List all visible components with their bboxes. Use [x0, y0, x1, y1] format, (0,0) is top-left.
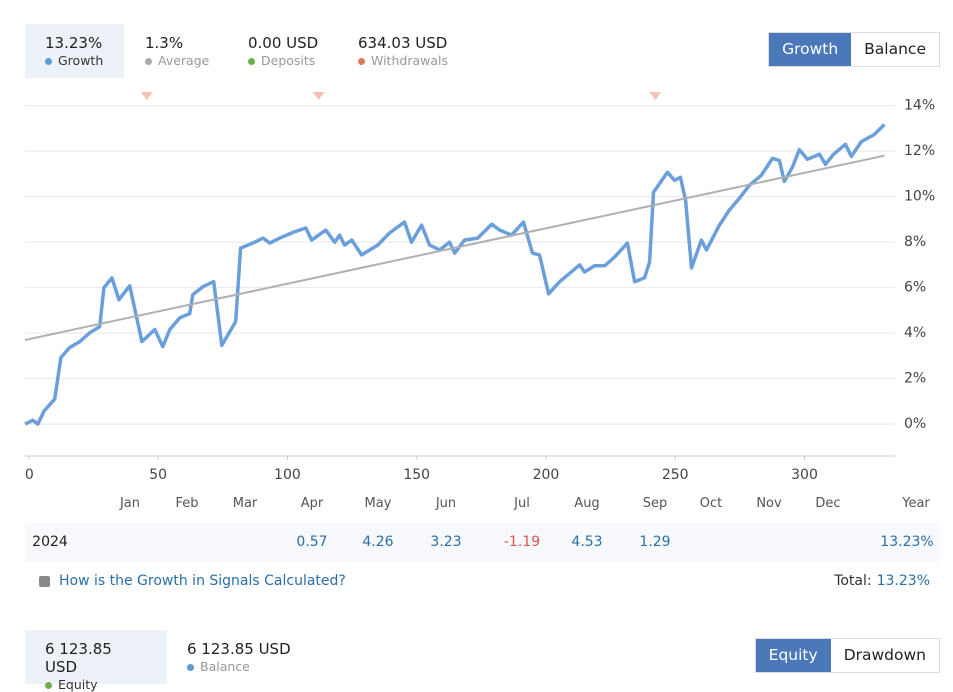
x-tick-label: 0	[25, 467, 34, 483]
legend-dot	[248, 58, 255, 65]
stat-value: 6 123.85 USD	[45, 640, 112, 676]
x-tick-label: 250	[662, 467, 689, 483]
legend-dot	[187, 664, 194, 671]
y-tick-label: 10%	[904, 189, 935, 205]
month-value: 13.23%	[880, 534, 934, 550]
help-link[interactable]: How is the Growth in Signals Calculated?	[59, 573, 346, 589]
stat: 6 123.85 USD Balance	[167, 630, 311, 684]
month-value: 3.23	[430, 534, 462, 550]
month-label: Mar	[232, 496, 258, 511]
stat-label: Growth	[45, 53, 104, 68]
stat: 0.00 USD Deposits	[228, 24, 338, 78]
y-tick-label: 4%	[904, 325, 926, 341]
withdrawal-marker	[312, 92, 325, 100]
stat: 1.3% Average	[125, 24, 229, 78]
stat-label: Balance	[187, 659, 291, 674]
withdrawal-marker	[649, 92, 662, 100]
month-label: Jun	[435, 496, 457, 511]
month-label: Jul	[514, 496, 530, 511]
y-tick-label: 12%	[904, 143, 935, 159]
month-label: Oct	[699, 496, 723, 511]
month-label: Dec	[815, 496, 841, 511]
month-label: Year	[902, 496, 930, 511]
month-label: Feb	[175, 496, 199, 511]
month-label: Jan	[119, 496, 141, 511]
y-tick-label: 8%	[904, 234, 926, 250]
y-tick-label: 0%	[904, 416, 926, 432]
stat-label: Average	[145, 53, 209, 68]
stat-value: 6 123.85 USD	[187, 640, 291, 658]
month-label: Nov	[756, 496, 782, 511]
month-value: 0.57	[296, 534, 328, 550]
withdrawal-marker	[140, 92, 153, 100]
tab[interactable]: Growth	[769, 33, 852, 66]
legend-dot	[45, 682, 52, 689]
month-label: May	[364, 496, 392, 511]
stat-label: Deposits	[248, 53, 318, 68]
series-line	[24, 123, 886, 426]
help-icon	[39, 576, 50, 587]
stat-label-text: Deposits	[261, 53, 316, 68]
total: Total: 13.23%	[834, 573, 930, 589]
x-tick-label: 300	[791, 467, 818, 483]
stat: 634.03 USD Withdrawals	[338, 24, 468, 78]
legend-dot	[45, 58, 52, 65]
month-label: Aug	[574, 496, 600, 511]
tab-group: Growth Balance	[768, 32, 940, 67]
stat: 6 123.85 USD Equity	[25, 630, 167, 692]
stat-value: 0.00 USD	[248, 34, 319, 52]
x-tick-label: 50	[149, 467, 167, 483]
month-value: -1.19	[503, 534, 541, 550]
month-value: 4.26	[362, 534, 394, 550]
tab[interactable]: Drawdown	[843, 646, 926, 664]
series-line	[24, 154, 885, 341]
x-tick-label: 200	[533, 467, 560, 483]
y-tick-label: 6%	[904, 280, 926, 296]
stat: 13.23% Growth	[25, 24, 124, 78]
year-label: 2024	[32, 534, 68, 550]
x-tick-label: 150	[403, 467, 430, 483]
tab[interactable]: Balance	[864, 40, 926, 58]
y-tick-label: 14%	[904, 98, 935, 114]
stat-label-text: Withdrawals	[371, 53, 448, 68]
stat-value: 13.23%	[45, 34, 103, 52]
month-value: 4.53	[571, 534, 603, 550]
y-tick-label: 2%	[904, 371, 926, 387]
total-label: Total:	[834, 573, 872, 589]
year-row	[25, 522, 940, 562]
x-tick-label: 100	[274, 467, 301, 483]
legend-dot	[358, 58, 365, 65]
stat-label-text: Average	[158, 53, 210, 68]
stat-value: 634.03 USD	[358, 34, 448, 52]
month-value: 1.29	[639, 534, 671, 550]
tab[interactable]: Equity	[755, 639, 831, 672]
month-label: Apr	[300, 496, 324, 511]
stat-label: Withdrawals	[358, 53, 448, 68]
month-label: Sep	[642, 496, 668, 511]
stat-label-text: Growth	[58, 53, 104, 68]
legend-dot	[145, 58, 152, 65]
tab-group: Equity Drawdown	[754, 638, 940, 673]
stat-value: 1.3%	[145, 34, 184, 52]
total-value: 13.23%	[876, 573, 930, 589]
stat-label-text: Balance	[200, 659, 250, 674]
